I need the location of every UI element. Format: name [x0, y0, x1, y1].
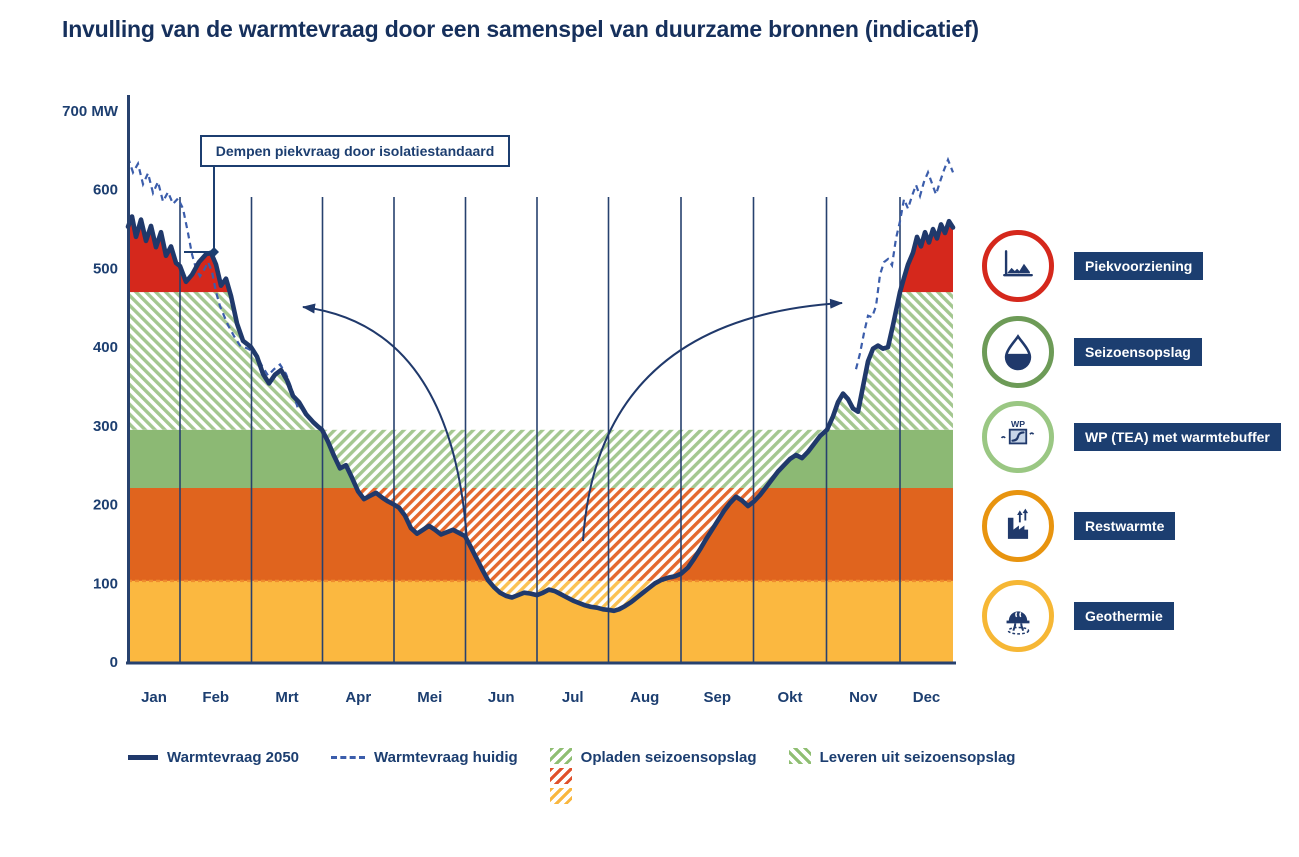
y-tick-label: 300 — [93, 418, 118, 435]
piekvoorziening-label: Piekvoorziening — [1074, 252, 1204, 280]
annotation-text: Dempen piekvraag door isolatiestandaard — [216, 143, 495, 159]
wp-tea-label: WP (TEA) met warmtebuffer — [1074, 423, 1281, 451]
seizoensopslag-label: Seizoensopslag — [1074, 338, 1202, 366]
month-label-mei: Mei — [417, 689, 442, 706]
y-tick-label: 500 — [93, 260, 118, 277]
month-label-okt: Okt — [777, 689, 802, 706]
y-tick-label: 0 — [110, 654, 118, 671]
svg-text:WP: WP — [1011, 419, 1025, 429]
month-label-aug: Aug — [630, 689, 659, 706]
forward-hatch-swatch-stack — [549, 748, 572, 804]
warmtevraag-2050-line — [125, 214, 956, 614]
legend-item-opladen: Opladen seizoensopslag — [549, 748, 757, 804]
hatch-green-swatch — [549, 748, 572, 764]
y-tick-label: 600 — [93, 182, 118, 199]
month-label-mrt: Mrt — [275, 689, 298, 706]
month-label-nov: Nov — [849, 689, 878, 706]
legend-row-geothermie: Geothermie — [982, 580, 1174, 652]
peak-chart-icon — [1003, 250, 1033, 277]
legend-row-wp-tea: WP WP (TEA) met warmtebuffer — [982, 401, 1281, 473]
chart-legend: Warmtevraag 2050 Warmtevraag huidig Opla… — [128, 748, 1015, 804]
month-label-feb: Feb — [202, 689, 229, 706]
warmtevraag-huidig-line — [126, 157, 300, 409]
month-label-sep: Sep — [703, 689, 731, 706]
legend-item-warmtevraag-2050: Warmtevraag 2050 — [128, 748, 299, 766]
storage-transfer-arrow — [302, 303, 468, 542]
annotation-leader — [184, 166, 215, 253]
solid-line-swatch — [128, 755, 158, 760]
restwarmte-label: Restwarmte — [1074, 512, 1176, 540]
water-drop-icon — [1004, 334, 1032, 371]
restwarmte-ring — [982, 490, 1054, 562]
legend-row-piekvoorziening: Piekvoorziening — [982, 230, 1204, 302]
legend-row-restwarmte: Restwarmte — [982, 490, 1176, 562]
annotation-anchor-diamond — [209, 247, 219, 257]
legend-row-seizoensopslag: Seizoensopslag — [982, 316, 1202, 388]
annotation-box — [200, 135, 510, 167]
factory-icon — [1007, 508, 1029, 539]
y-tick-label: 400 — [93, 339, 118, 356]
dashed-line-swatch — [331, 756, 366, 759]
opladen-label: Opladen seizoensopslag — [580, 749, 757, 766]
legend-item-leveren: Leveren uit seizoensopslag — [788, 748, 1016, 766]
seizoensopslag-ring — [982, 316, 1054, 388]
month-label-apr: Apr — [345, 689, 371, 706]
page-title: Invulling van de warmtevraag door een sa… — [62, 16, 979, 42]
y-tick-label: 100 — [93, 575, 118, 592]
warmtevraag-huidig-label: Warmtevraag huidig — [374, 749, 518, 766]
back-hatch-swatch — [788, 748, 811, 764]
geothermal-icon — [1006, 611, 1030, 635]
month-label-dec: Dec — [913, 689, 941, 706]
month-label-jun: Jun — [488, 689, 515, 706]
geothermie-ring — [982, 580, 1054, 652]
y-tick-label: 200 — [93, 497, 118, 514]
y-tick-label: 700 MW — [62, 103, 119, 120]
leveren-label: Leveren uit seizoensopslag — [819, 749, 1016, 766]
hatch-yellow-swatch — [549, 788, 572, 804]
month-label-jul: Jul — [562, 689, 584, 706]
wp-tea-ring: WP — [982, 401, 1054, 473]
legend-item-warmtevraag-huidig: Warmtevraag huidig — [331, 748, 518, 766]
geothermie-label: Geothermie — [1074, 602, 1174, 630]
month-label-jan: Jan — [141, 689, 167, 706]
storage-transfer-arrow — [582, 298, 843, 542]
piekvoorziening-ring — [982, 230, 1054, 302]
heat-pump-icon: WP — [1000, 419, 1035, 445]
warmtevraag-2050-label: Warmtevraag 2050 — [167, 749, 300, 766]
hatch-red-swatch — [549, 768, 572, 784]
